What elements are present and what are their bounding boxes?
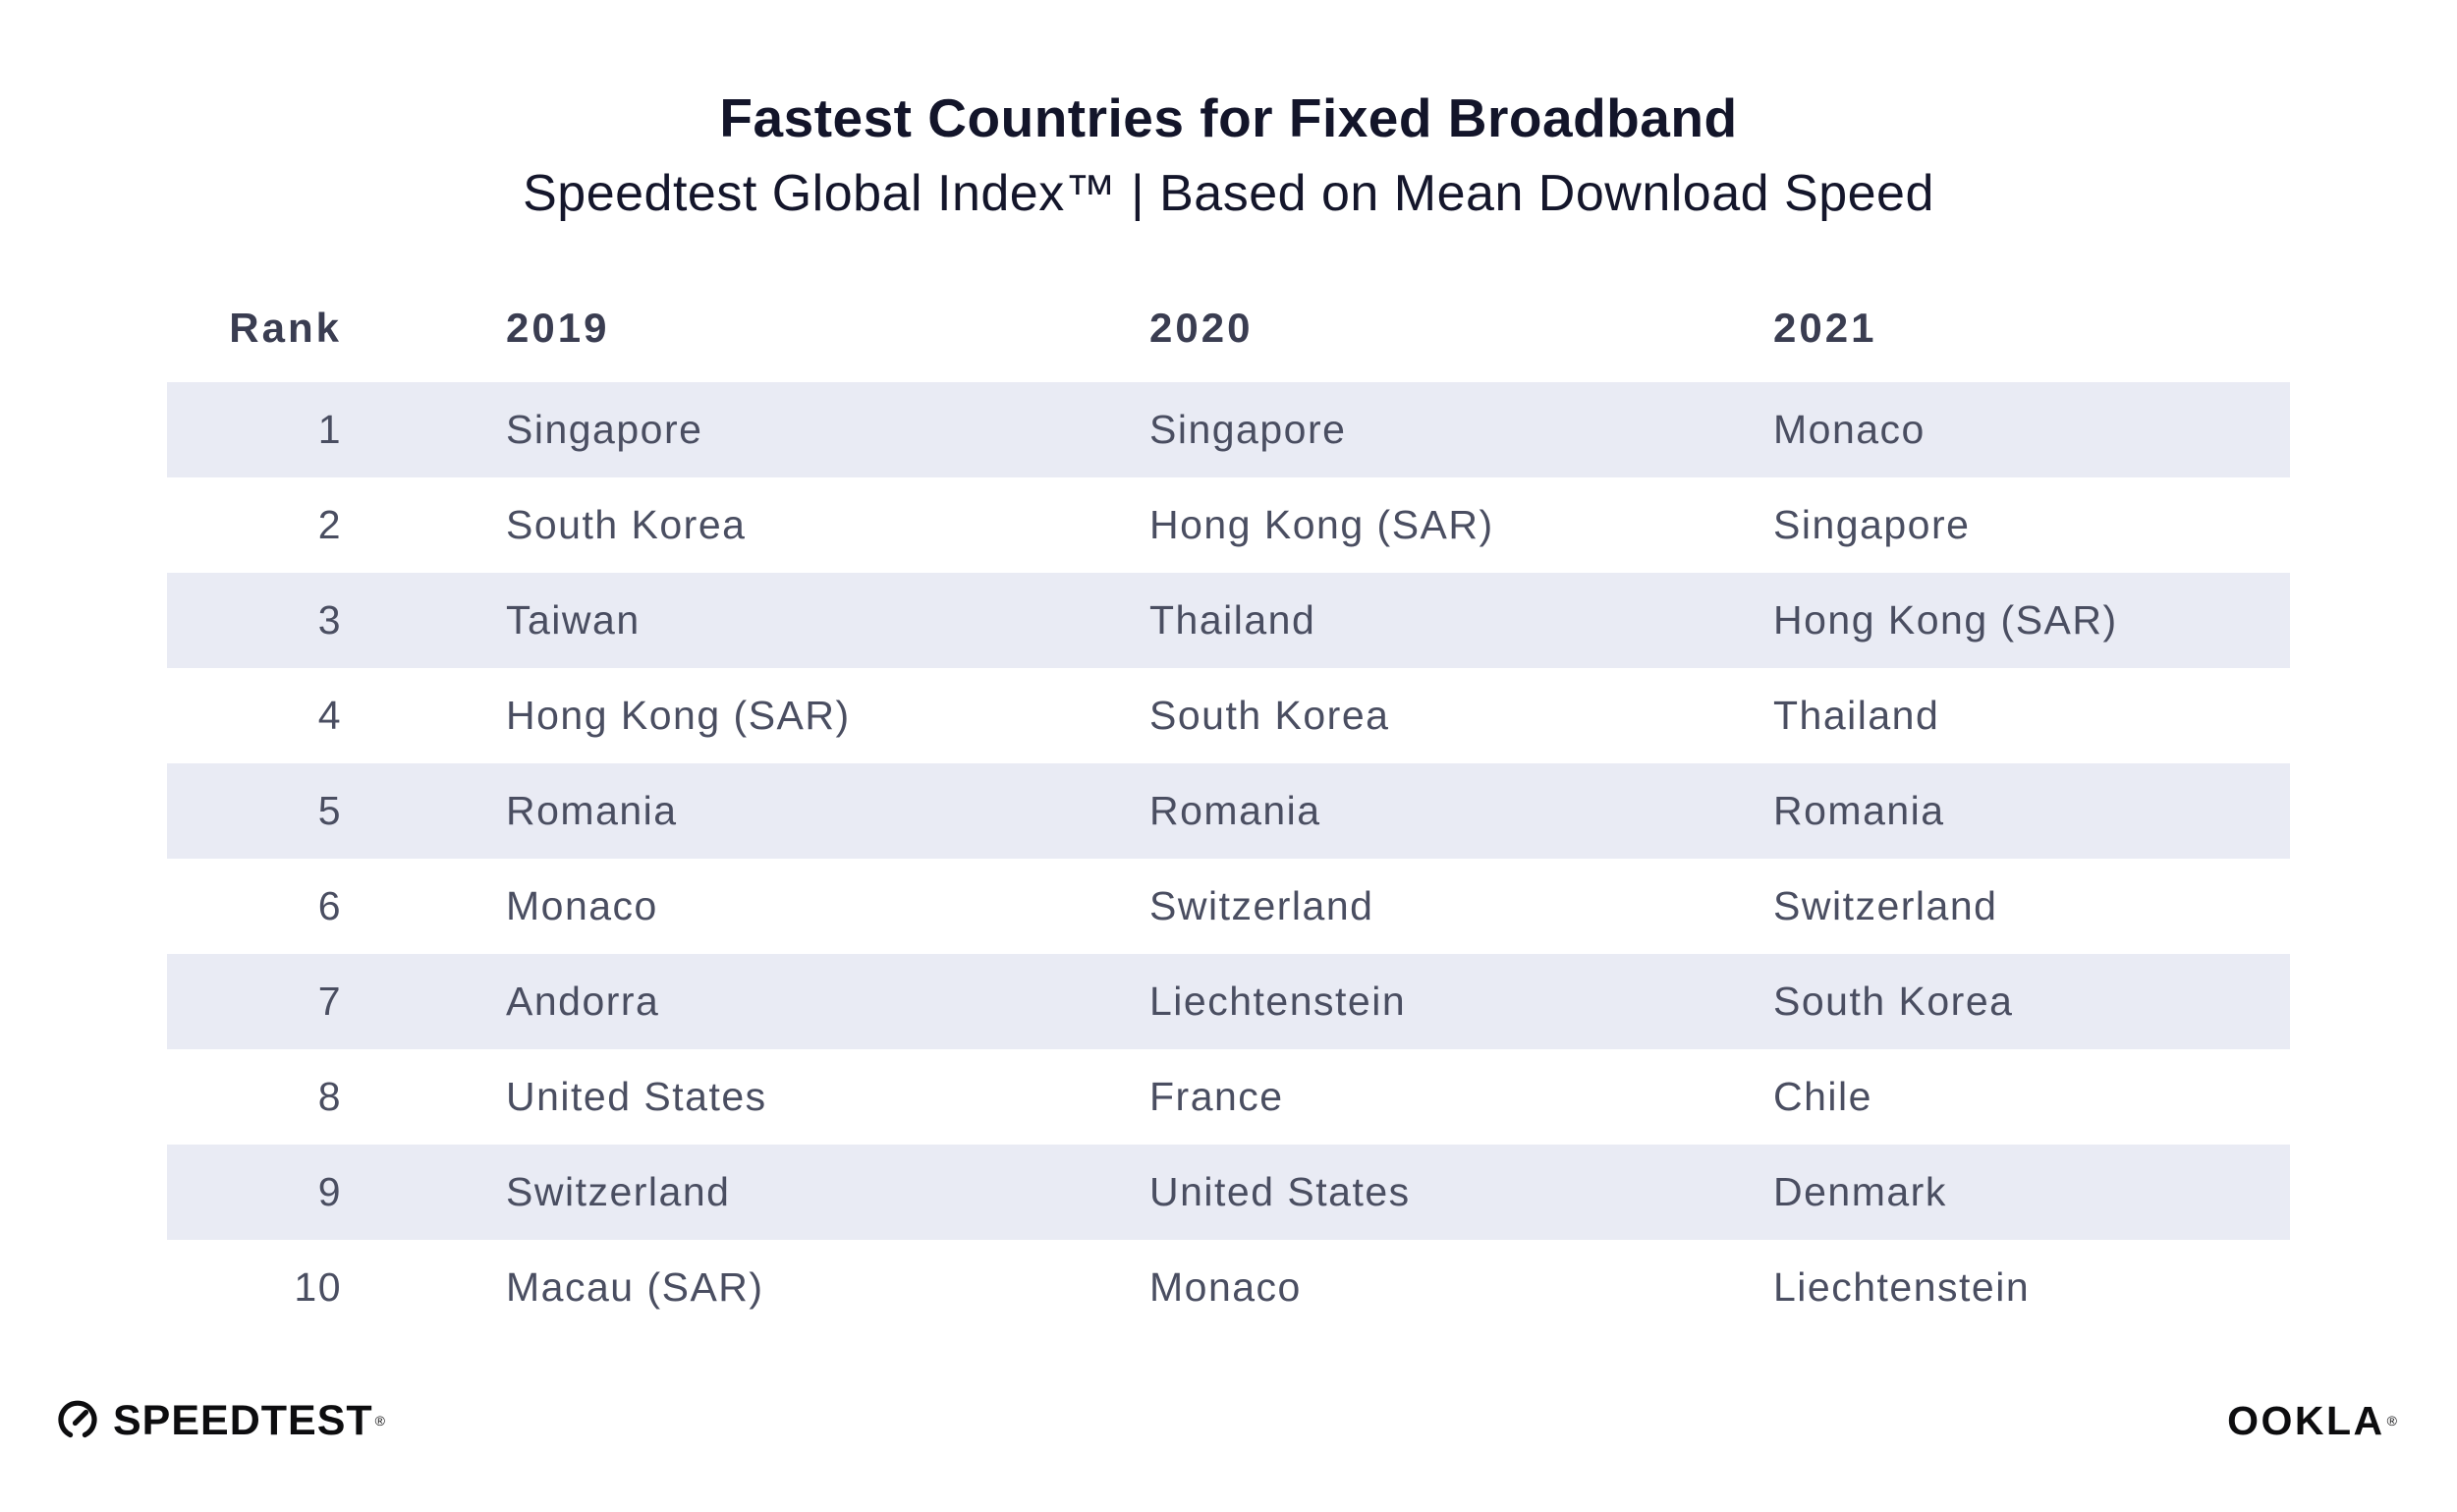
country-cell-2019: Taiwan [506,597,641,643]
country-cell-2020: Singapore [1149,407,1347,452]
speedtest-gauge-icon [55,1398,100,1443]
country-cell-2021: Denmark [1773,1169,1947,1214]
country-cell-2021: South Korea [1773,979,2014,1024]
rank-cell: 3 [317,597,342,643]
registered-trademark-symbol: ® [2386,1413,2397,1428]
rank-cell: 10 [294,1264,342,1310]
table-row: 1 Singapore Singapore Monaco [167,382,2290,477]
ookla-logo: OOKLA ® [2227,1399,2397,1442]
country-cell-2020: Monaco [1149,1264,1302,1310]
rank-cell: 1 [317,407,342,452]
country-cell-2020: South Korea [1149,693,1390,738]
country-cell-2021: Chile [1773,1074,1872,1119]
rank-cell: 8 [317,1074,342,1119]
registered-trademark-symbol: ® [374,1413,385,1428]
country-cell-2021: Monaco [1773,407,1926,452]
rank-cell: 9 [317,1169,342,1214]
table-row: 3 Taiwan Thailand Hong Kong (SAR) [167,573,2290,668]
country-cell-2020: Romania [1149,788,1321,833]
table-row: 8 United States France Chile [167,1049,2290,1145]
rank-cell: 6 [317,883,342,928]
column-header-rank: Rank [229,305,342,351]
country-cell-2019: United States [506,1074,767,1119]
table-row: 10 Macau (SAR) Monaco Liechtenstein [167,1240,2290,1335]
rank-cell: 7 [317,979,342,1024]
table-row: 5 Romania Romania Romania [167,763,2290,859]
country-cell-2021: Romania [1773,788,1945,833]
page-title: Fastest Countries for Fixed Broadband [719,87,1738,148]
country-cell-2019: Hong Kong (SAR) [506,693,851,738]
rankings-table: Rank 2019 2020 2021 1 Singapore Singapor… [167,305,2290,1335]
country-cell-2020: Switzerland [1149,883,1374,928]
speedtest-wordmark: SPEEDTEST [113,1397,373,1444]
country-cell-2020: France [1149,1074,1284,1119]
page-subtitle: Speedtest Global Index™ | Based on Mean … [523,165,1934,222]
ookla-wordmark: OOKLA [2227,1398,2385,1443]
table-row: 6 Monaco Switzerland Switzerland [167,859,2290,954]
country-cell-2019: Andorra [506,979,660,1024]
country-cell-2019: Singapore [506,407,703,452]
country-cell-2021: Switzerland [1773,883,1998,928]
table-header-row: Rank 2019 2020 2021 [167,305,2290,352]
country-cell-2019: Macau (SAR) [506,1264,764,1310]
rank-cell: 4 [317,693,342,738]
column-header-2019: 2019 [506,305,610,351]
country-cell-2019: Monaco [506,883,658,928]
speedtest-logo: SPEEDTEST ® [55,1398,385,1443]
country-cell-2021: Liechtenstein [1773,1264,2031,1310]
country-cell-2021: Thailand [1773,693,1940,738]
column-header-2021: 2021 [1773,305,1877,351]
rank-cell: 5 [317,788,342,833]
country-cell-2020: United States [1149,1169,1411,1214]
country-cell-2021: Singapore [1773,502,1971,547]
table-row: 2 South Korea Hong Kong (SAR) Singapore [167,477,2290,573]
country-cell-2019: Switzerland [506,1169,731,1214]
country-cell-2019: South Korea [506,502,747,547]
country-cell-2019: Romania [506,788,678,833]
table-row: 9 Switzerland United States Denmark [167,1145,2290,1240]
table-row: 7 Andorra Liechtenstein South Korea [167,954,2290,1049]
table-row: 4 Hong Kong (SAR) South Korea Thailand [167,668,2290,763]
column-header-2020: 2020 [1149,305,1254,351]
country-cell-2021: Hong Kong (SAR) [1773,597,2118,643]
rank-cell: 2 [317,502,342,547]
country-cell-2020: Hong Kong (SAR) [1149,502,1494,547]
country-cell-2020: Thailand [1149,597,1316,643]
country-cell-2020: Liechtenstein [1149,979,1407,1024]
footer: SPEEDTEST ® OOKLA ® [0,1393,2457,1448]
